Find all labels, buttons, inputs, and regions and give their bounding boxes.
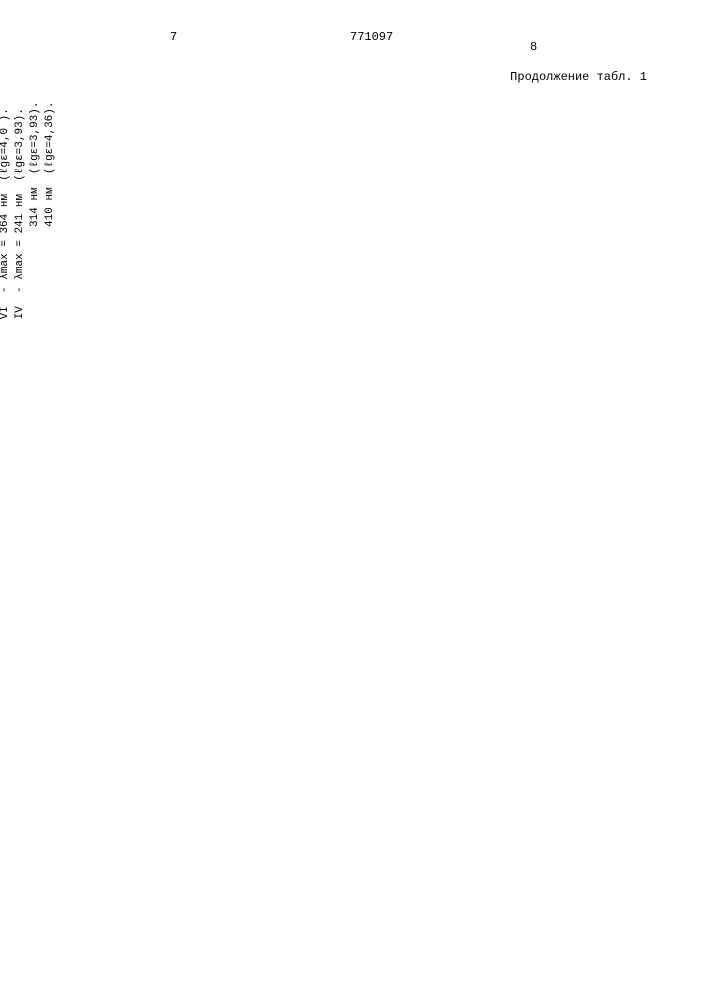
- document-number: 771097: [350, 30, 393, 44]
- rotated-content: Физико-химические характеристики соедине…: [0, 0, 58, 590]
- page-number-left: 7: [170, 30, 177, 44]
- page: 7 771097 8 Продолжение табл. 1 Физико-хи…: [0, 0, 707, 1000]
- continuation-label: Продолжение табл. 1: [510, 70, 647, 84]
- footnotes: П р и м е ч а н и я. A — уксусная кислот…: [0, 0, 58, 590]
- page-number-right: 8: [530, 40, 537, 54]
